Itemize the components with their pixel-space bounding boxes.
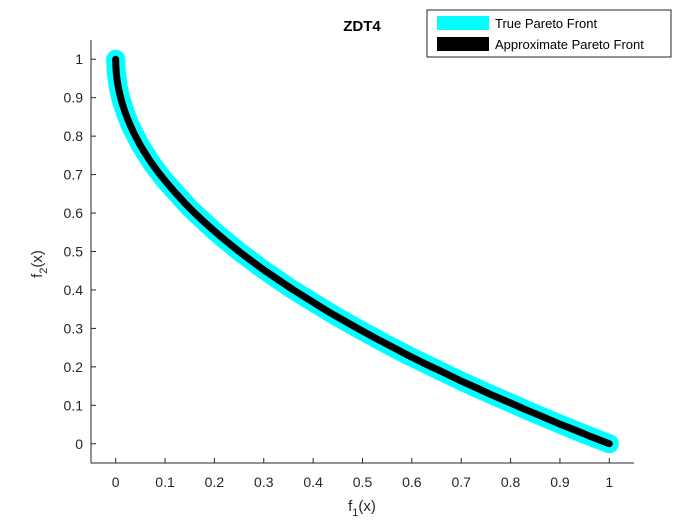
approximate-pareto-front-point bbox=[324, 308, 331, 315]
approximate-pareto-front-point bbox=[119, 100, 126, 107]
y-tick-label: 0.4 bbox=[64, 282, 84, 298]
y-axis-label-base: f bbox=[29, 273, 46, 278]
approximate-pareto-front-point bbox=[537, 412, 544, 419]
y-tick-label: 0.7 bbox=[64, 167, 84, 183]
approximate-pareto-front-point bbox=[171, 189, 178, 196]
x-tick-label: 0.9 bbox=[550, 474, 570, 490]
approximate-pareto-front-point bbox=[260, 266, 267, 273]
approximate-pareto-front-point bbox=[487, 391, 494, 398]
approximate-pareto-front-point bbox=[122, 110, 129, 117]
approximate-pareto-front-point bbox=[408, 354, 415, 361]
x-tick-label: 0.8 bbox=[501, 474, 521, 490]
y-tick-label: 0.1 bbox=[64, 397, 84, 413]
x-tick-label: 0.6 bbox=[402, 474, 422, 490]
x-tick-label: 0.5 bbox=[353, 474, 373, 490]
approximate-pareto-front-point bbox=[114, 77, 121, 84]
approximate-pareto-front-point bbox=[389, 343, 396, 350]
series-layer bbox=[106, 49, 619, 454]
x-axis-label-base: f bbox=[348, 498, 353, 515]
approximate-pareto-front-point bbox=[120, 104, 127, 111]
approximate-pareto-front-point bbox=[250, 259, 257, 266]
approximate-pareto-front-point bbox=[115, 85, 122, 92]
approximate-pareto-front-point bbox=[117, 94, 124, 101]
x-axis-ticks: 0 0.1 0.2 0.3 0.4 0.5 0.6 0.7 0.8 0.9 1 bbox=[112, 458, 613, 490]
approximate-pareto-front-point bbox=[211, 228, 218, 235]
y-tick-label: 0.5 bbox=[64, 244, 84, 260]
approximate-pareto-front-point bbox=[507, 400, 514, 407]
x-tick-label: 1 bbox=[605, 474, 613, 490]
y-tick-label: 0.9 bbox=[64, 90, 84, 106]
legend-swatch-true-pareto-front bbox=[437, 16, 489, 30]
approximate-pareto-front-point bbox=[423, 361, 430, 368]
approximate-pareto-front-point bbox=[127, 122, 134, 129]
approximate-pareto-front-point bbox=[310, 299, 317, 306]
y-axis-label: f2(x) bbox=[29, 250, 50, 278]
x-tick-label: 0.1 bbox=[155, 474, 175, 490]
legend-swatch-approximate-pareto-front bbox=[437, 37, 489, 51]
x-axis-label-suffix: (x) bbox=[358, 498, 376, 515]
x-tick-label: 0.3 bbox=[254, 474, 274, 490]
approximate-pareto-front-point bbox=[522, 406, 529, 413]
approximate-pareto-front-point bbox=[191, 210, 198, 217]
y-tick-label: 0.3 bbox=[64, 320, 84, 336]
approximate-pareto-front-point bbox=[137, 142, 144, 149]
approximate-pareto-front-point bbox=[359, 328, 366, 335]
legend-label-approximate-pareto-front: Approximate Pareto Front bbox=[495, 37, 644, 52]
x-tick-label: 0.2 bbox=[205, 474, 225, 490]
approximate-pareto-front-point bbox=[181, 200, 188, 207]
approximate-pareto-front-point bbox=[236, 248, 243, 255]
legend-label-true-pareto-front: True Pareto Front bbox=[495, 16, 598, 31]
approximate-pareto-front-point bbox=[458, 378, 465, 385]
approximate-pareto-front-point bbox=[374, 336, 381, 343]
approximate-pareto-front-point bbox=[132, 133, 139, 140]
plot-area: 0 0.1 0.2 0.3 0.4 0.5 0.6 0.7 0.8 0.9 1 0 0.1 0.2 0.3… bbox=[64, 40, 634, 490]
approximate-pareto-front-point bbox=[125, 116, 132, 123]
approximate-pareto-front-point bbox=[152, 165, 159, 172]
approximate-pareto-front-point bbox=[112, 56, 119, 63]
approximate-pareto-front-point bbox=[606, 440, 613, 447]
approximate-pareto-front-point bbox=[473, 384, 480, 391]
x-tick-label: 0 bbox=[112, 474, 120, 490]
legend: True Pareto Front Approximate Pareto Fro… bbox=[426, 9, 672, 58]
approximate-pareto-front-point bbox=[162, 177, 169, 184]
approximate-pareto-front-point bbox=[438, 368, 445, 375]
approximate-pareto-front-point bbox=[571, 426, 578, 433]
x-tick-label: 0.4 bbox=[303, 474, 323, 490]
y-axis-ticks: 0 0.1 0.2 0.3 0.4 0.5 0.6 0.7 0.8 0.9 1 bbox=[64, 51, 96, 452]
approximate-pareto-front-point bbox=[290, 286, 297, 293]
x-axis-label-subscript: 1 bbox=[352, 507, 358, 519]
y-axis-label-subscript: 2 bbox=[38, 268, 50, 274]
approximate-pareto-front-point bbox=[339, 316, 346, 323]
approximate-pareto-front-point bbox=[586, 433, 593, 440]
approximate-pareto-front-point bbox=[129, 128, 136, 135]
y-tick-label: 0.2 bbox=[64, 359, 84, 375]
approximate-pareto-front-point bbox=[147, 158, 154, 165]
approximate-pareto-front-point bbox=[157, 171, 164, 178]
y-tick-label: 1 bbox=[75, 51, 83, 67]
x-tick-label: 0.7 bbox=[451, 474, 471, 490]
approximate-pareto-front-point bbox=[556, 421, 563, 428]
approximate-pareto-front-point bbox=[275, 276, 282, 283]
approximate-pareto-front-point bbox=[221, 236, 228, 243]
y-tick-label: 0.6 bbox=[64, 205, 84, 221]
y-tick-label: 0.8 bbox=[64, 128, 84, 144]
x-axis-label: f1(x) bbox=[348, 498, 376, 519]
approximate-pareto-front-point bbox=[142, 150, 149, 157]
y-tick-label: 0 bbox=[75, 436, 83, 452]
approximate-pareto-front-point bbox=[201, 219, 208, 226]
y-axis-label-suffix: (x) bbox=[29, 250, 46, 268]
chart-title: ZDT4 bbox=[343, 18, 381, 35]
